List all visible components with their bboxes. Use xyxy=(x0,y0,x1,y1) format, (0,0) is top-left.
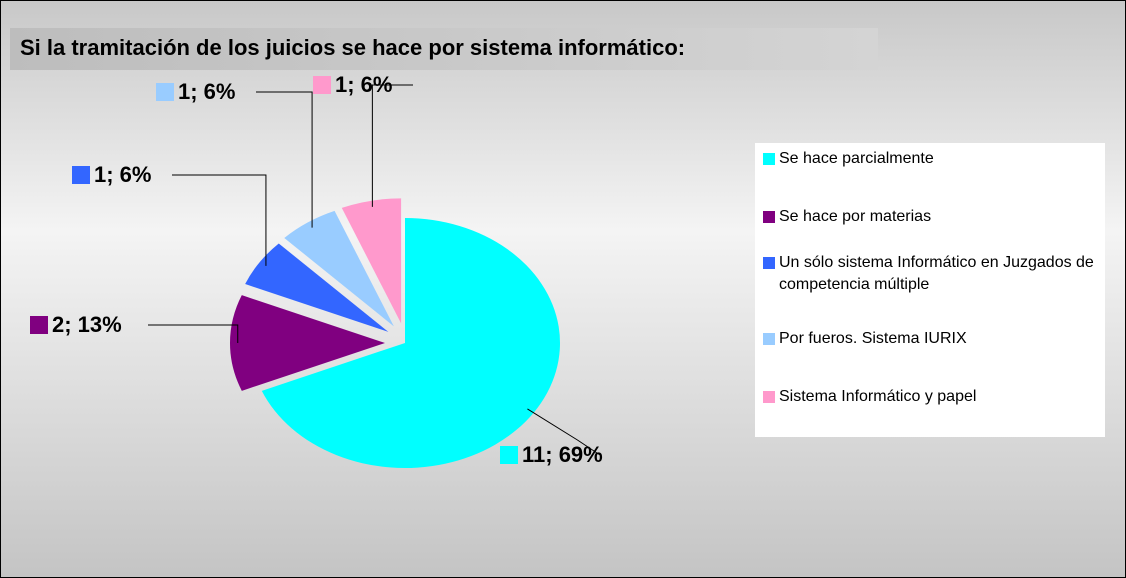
legend-label: Se hace parcialmente xyxy=(779,150,934,167)
label-swatch xyxy=(156,83,174,101)
data-label: 11; 69% xyxy=(522,442,603,467)
leader-line xyxy=(172,174,267,266)
leader-line xyxy=(371,84,413,207)
legend-swatch xyxy=(763,211,775,223)
legend: Se hace parcialmente Se hace por materias… xyxy=(755,143,1105,437)
leader-line xyxy=(527,408,601,456)
pie-slice xyxy=(261,218,560,469)
data-label: 1; 6% xyxy=(335,72,392,97)
legend-item: Por fueros. Sistema IURIX xyxy=(763,328,1109,350)
legend-item: Un sólo sistema Informático en Juzgados … xyxy=(763,252,1104,296)
legend-item: Se hace por materias xyxy=(763,206,1109,228)
title-band xyxy=(10,28,878,70)
legend-label: Por fueros. Sistema IURIX xyxy=(779,330,967,347)
data-label: 2; 13% xyxy=(52,312,122,337)
pie-slice xyxy=(284,210,394,327)
label-swatch xyxy=(72,166,90,184)
legend-label: Sistema Informático y papel xyxy=(779,388,977,405)
pie-slice xyxy=(245,243,389,332)
label-swatch xyxy=(500,446,518,464)
chart-title: Si la tramitación de los juicios se hace… xyxy=(20,35,685,60)
pie-slice xyxy=(341,198,402,324)
leader-line xyxy=(148,324,239,343)
label-swatch xyxy=(30,316,48,334)
data-label: 1; 6% xyxy=(94,162,151,187)
legend-swatch xyxy=(763,153,775,165)
legend-label: Un sólo sistema Informático en Juzgados … xyxy=(779,254,1094,293)
data-label: 1; 6% xyxy=(178,79,235,104)
legend-swatch xyxy=(763,257,775,269)
legend-item: Sistema Informático y papel xyxy=(763,386,1109,408)
legend-item: Se hace parcialmente xyxy=(763,148,1109,170)
leader-line xyxy=(256,91,313,228)
legend-swatch xyxy=(763,391,775,403)
legend-label: Se hace por materias xyxy=(779,208,932,225)
pie-slice xyxy=(230,295,385,391)
legend-swatch xyxy=(763,333,775,345)
label-swatch xyxy=(313,76,331,94)
